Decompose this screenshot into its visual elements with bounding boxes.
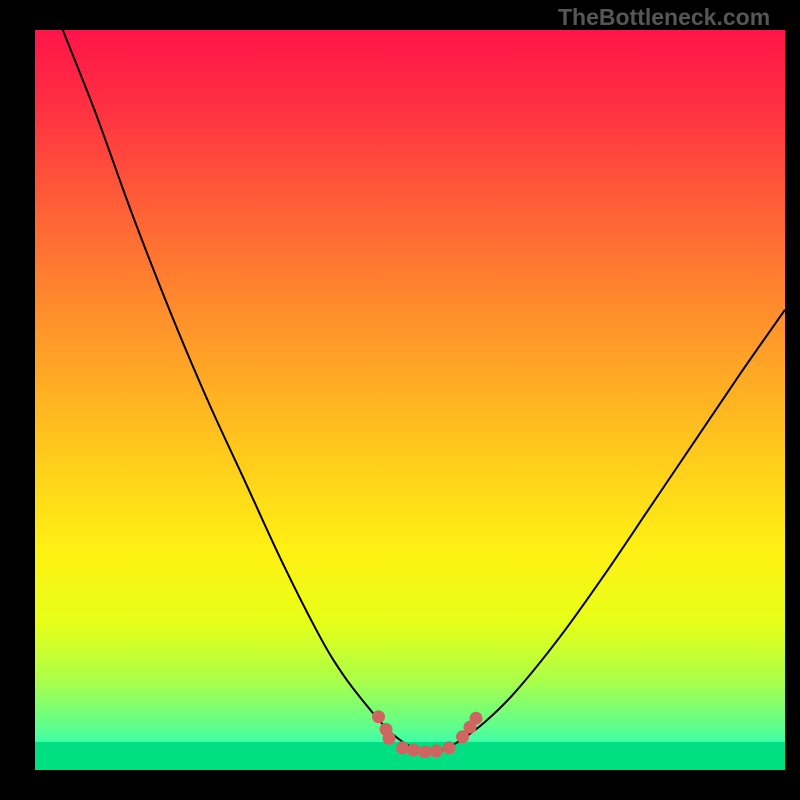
curve-marker	[372, 710, 385, 723]
curve-marker	[443, 741, 456, 754]
curve-marker	[407, 744, 420, 757]
curve-marker	[383, 732, 396, 745]
curve-marker	[430, 744, 443, 757]
chart-frame	[0, 0, 800, 800]
curve-marker	[396, 741, 409, 754]
gradient-background	[35, 30, 785, 770]
watermark: TheBottleneck.com	[558, 4, 770, 31]
bottleneck-curve-chart	[35, 30, 785, 770]
curve-marker	[419, 745, 432, 758]
curve-marker	[470, 712, 483, 725]
